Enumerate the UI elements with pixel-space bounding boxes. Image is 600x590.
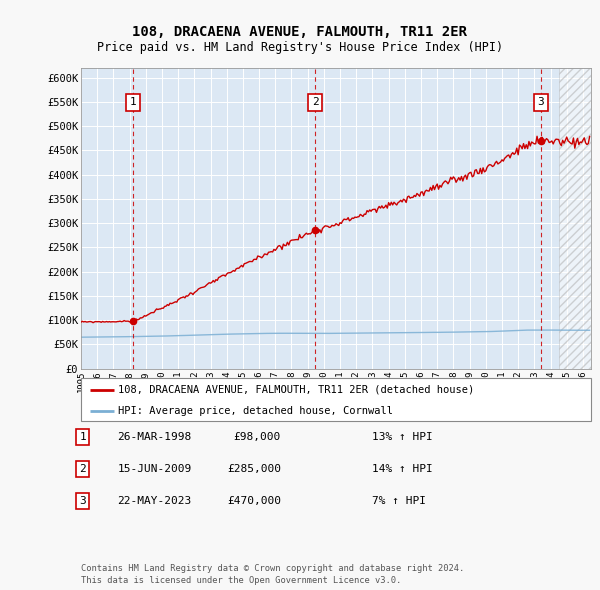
Text: £98,000: £98,000 bbox=[233, 432, 281, 442]
Text: 2: 2 bbox=[79, 464, 86, 474]
Text: 26-MAR-1998: 26-MAR-1998 bbox=[118, 432, 192, 442]
Text: 3: 3 bbox=[537, 97, 544, 107]
Text: 3: 3 bbox=[79, 496, 86, 506]
Text: 1: 1 bbox=[79, 432, 86, 442]
Text: £470,000: £470,000 bbox=[227, 496, 281, 506]
FancyBboxPatch shape bbox=[81, 378, 591, 421]
Text: 2: 2 bbox=[312, 97, 319, 107]
Text: 13% ↑ HPI: 13% ↑ HPI bbox=[372, 432, 433, 442]
Text: 15-JUN-2009: 15-JUN-2009 bbox=[118, 464, 192, 474]
Text: Price paid vs. HM Land Registry's House Price Index (HPI): Price paid vs. HM Land Registry's House … bbox=[97, 41, 503, 54]
Text: 108, DRACAENA AVENUE, FALMOUTH, TR11 2ER (detached house): 108, DRACAENA AVENUE, FALMOUTH, TR11 2ER… bbox=[118, 385, 475, 395]
Text: £285,000: £285,000 bbox=[227, 464, 281, 474]
Text: 7% ↑ HPI: 7% ↑ HPI bbox=[372, 496, 426, 506]
Bar bbox=[559, 68, 591, 369]
Text: 14% ↑ HPI: 14% ↑ HPI bbox=[372, 464, 433, 474]
Text: 108, DRACAENA AVENUE, FALMOUTH, TR11 2ER: 108, DRACAENA AVENUE, FALMOUTH, TR11 2ER bbox=[133, 25, 467, 39]
Text: Contains HM Land Registry data © Crown copyright and database right 2024.: Contains HM Land Registry data © Crown c… bbox=[81, 564, 464, 573]
Text: HPI: Average price, detached house, Cornwall: HPI: Average price, detached house, Corn… bbox=[118, 407, 393, 417]
Text: This data is licensed under the Open Government Licence v3.0.: This data is licensed under the Open Gov… bbox=[81, 576, 401, 585]
Text: 22-MAY-2023: 22-MAY-2023 bbox=[118, 496, 192, 506]
Text: 1: 1 bbox=[130, 97, 137, 107]
